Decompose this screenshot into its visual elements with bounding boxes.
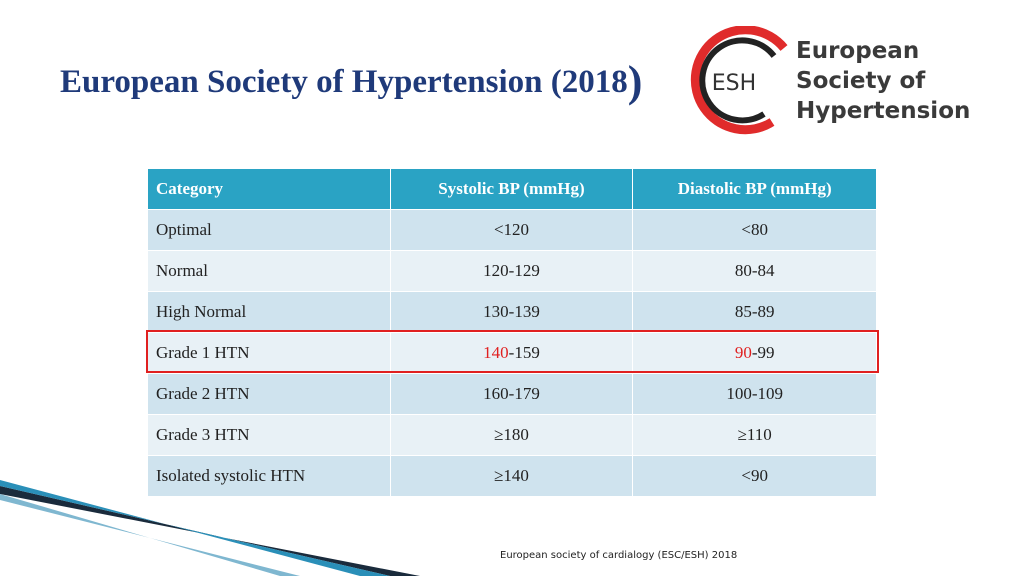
esh-ring-icon: ESH [690,26,788,135]
systolic-rest: -159 [508,343,540,362]
logo-line-1: European [796,38,920,64]
diastolic-threshold: 90 [734,343,752,362]
row-category: Normal [147,250,391,292]
decorative-swoosh [0,480,420,576]
row-systolic: ≥180 [389,414,634,456]
row-systolic: <120 [389,209,634,251]
row-diastolic: <80 [632,209,877,251]
row-category: Grade 1 HTN [147,332,391,374]
logo-line-3: Hypertension [796,98,971,124]
row-systolic: 120-129 [389,250,634,292]
esh-abbrev: ESH [712,71,756,96]
diastolic-rest: -99 [751,343,775,362]
row-category: Isolated systolic HTN [147,455,391,497]
table-header-row: Category Systolic BP (mmHg) Diastolic BP… [147,168,877,210]
logo-line-2: Society of [796,68,926,94]
esh-logo-text: European Society of Hypertension [796,36,970,126]
footer-citation: European society of cardialogy (ESC/ESH)… [500,550,738,561]
table-row: Optimal <120 <80 [147,209,877,251]
table-row: Grade 3 HTN ≥180 ≥110 [147,414,877,456]
slide-title: European Society of Hypertension (2018) [60,52,643,106]
row-category: Optimal [147,209,391,251]
table-row: High Normal 130-139 85-89 [147,291,877,333]
row-diastolic: 100-109 [632,373,877,415]
header-category: Category [147,168,391,210]
row-diastolic: 90-99 [632,332,877,374]
row-diastolic: ≥110 [632,414,877,456]
systolic-threshold: 140 [483,343,509,362]
row-category: Grade 2 HTN [147,373,391,415]
table-row: Grade 2 HTN 160-179 100-109 [147,373,877,415]
row-category: Grade 3 HTN [147,414,391,456]
table-row: Normal 120-129 80-84 [147,250,877,292]
row-systolic: 130-139 [389,291,634,333]
row-diastolic: <90 [632,455,877,497]
row-diastolic: 80-84 [632,250,877,292]
row-systolic: 140-159 [389,332,634,374]
row-systolic: 160-179 [389,373,634,415]
slide-title-text: European Society of Hypertension (2018 [60,64,628,100]
header-diastolic: Diastolic BP (mmHg) [632,168,877,210]
row-systolic: ≥140 [389,455,634,497]
row-diastolic: 85-89 [632,291,877,333]
bp-classification-table: Category Systolic BP (mmHg) Diastolic BP… [147,168,877,497]
table-row: Isolated systolic HTN ≥140 <90 [147,455,877,497]
esh-logo: ESH European Society of Hypertension [676,26,996,138]
row-category: High Normal [147,291,391,333]
table-row-grade1: Grade 1 HTN 140-159 90-99 [147,332,877,374]
header-systolic: Systolic BP (mmHg) [389,168,634,210]
slide-title-paren: ) [627,57,643,106]
